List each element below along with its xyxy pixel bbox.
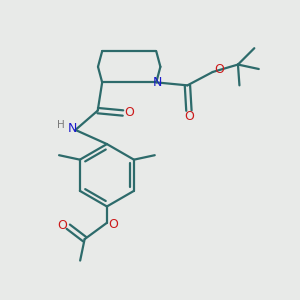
Text: N: N — [153, 76, 162, 89]
Text: N: N — [68, 122, 77, 135]
Text: O: O — [57, 219, 67, 232]
Text: O: O — [184, 110, 194, 123]
Text: O: O — [124, 106, 134, 119]
Text: O: O — [214, 63, 224, 76]
Text: O: O — [109, 218, 118, 231]
Text: H: H — [57, 120, 65, 130]
